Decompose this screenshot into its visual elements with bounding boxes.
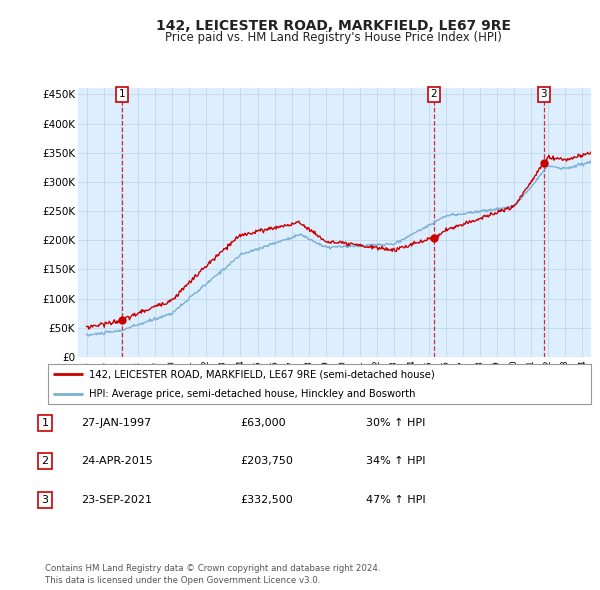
Text: £332,500: £332,500 <box>240 495 293 504</box>
Text: 34% ↑ HPI: 34% ↑ HPI <box>366 457 425 466</box>
Text: 47% ↑ HPI: 47% ↑ HPI <box>366 495 425 504</box>
Text: Price paid vs. HM Land Registry's House Price Index (HPI): Price paid vs. HM Land Registry's House … <box>164 31 502 44</box>
Text: 3: 3 <box>541 89 547 99</box>
Text: £63,000: £63,000 <box>240 418 286 428</box>
Text: 2: 2 <box>41 457 49 466</box>
Text: 142, LEICESTER ROAD, MARKFIELD, LE67 9RE: 142, LEICESTER ROAD, MARKFIELD, LE67 9RE <box>155 19 511 33</box>
Text: Contains HM Land Registry data © Crown copyright and database right 2024.
This d: Contains HM Land Registry data © Crown c… <box>45 565 380 585</box>
Text: 1: 1 <box>41 418 49 428</box>
Text: 30% ↑ HPI: 30% ↑ HPI <box>366 418 425 428</box>
Text: 27-JAN-1997: 27-JAN-1997 <box>81 418 151 428</box>
Text: £203,750: £203,750 <box>240 457 293 466</box>
Text: 3: 3 <box>41 495 49 504</box>
Text: 1: 1 <box>119 89 125 99</box>
Text: 2: 2 <box>431 89 437 99</box>
Text: 23-SEP-2021: 23-SEP-2021 <box>81 495 152 504</box>
Text: HPI: Average price, semi-detached house, Hinckley and Bosworth: HPI: Average price, semi-detached house,… <box>89 389 415 399</box>
Text: 142, LEICESTER ROAD, MARKFIELD, LE67 9RE (semi-detached house): 142, LEICESTER ROAD, MARKFIELD, LE67 9RE… <box>89 369 434 379</box>
Text: 24-APR-2015: 24-APR-2015 <box>81 457 153 466</box>
